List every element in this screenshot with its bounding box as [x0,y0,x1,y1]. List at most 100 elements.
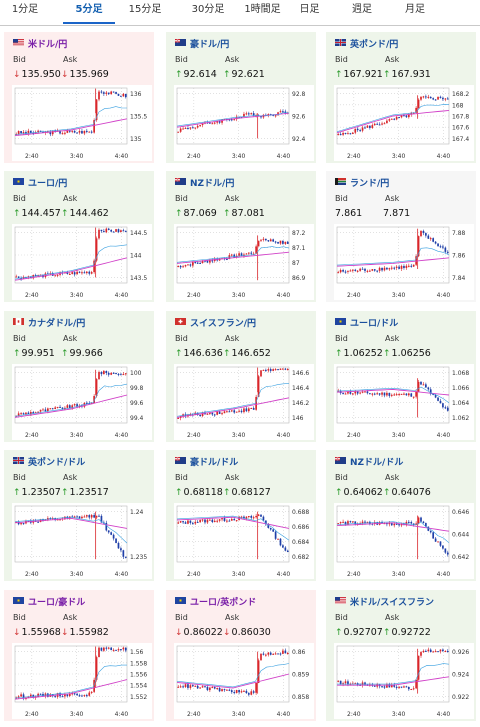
pair-title[interactable]: 豪ドル/円 [175,37,229,50]
pair-title[interactable]: カナダドル/円 [13,316,85,329]
candle [110,647,113,651]
currency-card[interactable]: ユーロ/豪ドル Bid Ask ↓1.55968 ↓1.55982 1.56 1.558 1.… [4,590,154,721]
tab-8[interactable]: 月足 [405,4,425,15]
candle [213,687,216,689]
pair-title[interactable]: ランド/円 [335,176,389,189]
chart-area[interactable]: 1.068 1.066 1.064 1.062 2:40 3:40 4:40 [334,364,474,440]
chart-area[interactable]: 146.6 146.4 146.2 146 2:40 3:40 4:40 [174,364,314,440]
moving-average-line [336,521,450,544]
candle [204,686,206,688]
candle [429,389,432,394]
y-tick-label: 87.2 [292,230,306,237]
candle [410,112,413,115]
candle [371,125,374,128]
pair-title[interactable]: ユーロ/豪ドル [13,595,85,608]
chart-area[interactable]: 0.926 0.924 0.922 2:40 3:40 4:40 [334,643,474,719]
tab-7[interactable]: 週足 [352,4,372,15]
pair-title[interactable]: 米ドル/スイスフラン [335,595,434,608]
currency-card[interactable]: カナダドル/円 Bid Ask ↑99.951 ↑99.966 100 99.8 99.6 99… [4,311,154,442]
currency-card[interactable]: ユーロ/英ポンド Bid Ask ↓0.86022 ↓0.86030 0.86 0.859 0… [166,590,316,721]
candle [73,130,76,133]
pair-title[interactable]: 豪ドル/ドル [175,455,238,468]
arrow-up-icon: ↑ [335,349,343,359]
currency-card[interactable]: ユーロ/円 Bid Ask ↑144.457 ↑144.462 144.5 144 143.5… [4,171,154,302]
currency-card[interactable]: NZドル/ドル Bid Ask ↑0.64062 ↑0.64076 0.646 0.644 0… [326,450,476,581]
currency-card[interactable]: 英ポンド/円 Bid Ask ↑167.921 ↑167.931 168.2 168 167.… [326,32,476,163]
currency-card[interactable]: ユーロ/ドル Bid Ask ↑1.06252 ↑1.06256 1.068 1.066 1.… [326,311,476,442]
chart-area[interactable]: 144.5 144 143.5 2:40 3:40 4:40 [12,224,152,300]
currency-card[interactable]: 米ドル/スイスフラン Bid Ask ↑0.92707 ↑0.92722 0.926 0.9… [326,590,476,721]
x-tick-label: 3:40 [70,292,84,299]
candle [233,518,236,521]
currency-card[interactable]: ランド/円 Bid Ask 7.861 7.871 7.88 7.86 7.84 2:40 3:4… [326,171,476,302]
pair-title[interactable]: ユーロ/円 [13,176,67,189]
candle [76,132,78,134]
candle [371,393,374,395]
candle [235,116,238,120]
candle [245,408,248,412]
price-chart: 168.2 168 167.8 167.6 167.4 2:40 3:40 4:40 [334,85,474,161]
price-chart: 136 135.5 135 2:40 3:40 4:40 [12,85,152,161]
ask-label: Ask [385,334,400,343]
chart-area[interactable]: 1.56 1.558 1.556 1.554 1.552 2:40 3:40 4:40 [12,643,152,719]
candle [425,96,427,98]
pair-title[interactable]: 英ポンド/ドル [13,455,85,468]
tab-5[interactable]: 1時間足 [244,4,281,15]
arrow-up-icon: ↑ [383,349,391,359]
chart-area[interactable]: 0.646 0.644 0.642 2:40 3:40 4:40 [334,503,474,579]
pair-title[interactable]: 英ポンド/円 [335,37,398,50]
ask-label: Ask [63,613,78,622]
currency-card[interactable]: 豪ドル/ドル Bid Ask ↑0.68118 ↑0.68127 0.688 0.686 0.… [166,450,316,581]
candle [120,649,122,651]
y-tick-label: 1.552 [130,694,147,701]
chart-area[interactable]: 0.86 0.859 0.858 2:40 3:40 4:40 [174,643,314,719]
chart-area[interactable]: 1.24 1.235 2:40 3:40 4:40 [12,503,152,579]
pair-title[interactable]: NZドル/円 [175,176,234,189]
currency-card[interactable]: 豪ドル/円 Bid Ask ↑92.614 ↑92.621 92.8 92.6 92.4 2:4… [166,32,316,163]
candle [64,694,66,697]
tab-4[interactable]: 30分足 [191,4,225,15]
x-tick-label: 4:40 [277,432,291,439]
chart-area[interactable]: 136 135.5 135 2:40 3:40 4:40 [12,85,152,161]
candle [103,647,105,651]
candle [272,653,275,655]
tab-3[interactable]: 15分足 [128,4,162,15]
currency-card[interactable]: NZドル/円 Bid Ask ↑87.069 ↑87.081 87.2 87.1 87 86.9… [166,171,316,302]
candle [255,246,257,254]
tab-1[interactable]: 1分足 [11,4,39,15]
y-tick-label: 0.924 [452,672,469,679]
chart-area[interactable]: 92.8 92.6 92.4 2:40 3:40 4:40 [174,85,314,161]
currency-card[interactable]: スイスフラン/円 Bid Ask ↑146.636 ↑146.652 146.6 146.4… [166,311,316,442]
tab-6[interactable]: 日足 [299,4,320,15]
arrow-up-icon: ↑ [335,488,343,498]
candle [189,685,192,688]
candle [444,247,447,252]
y-tick-label: 7.86 [452,253,466,260]
tab-2[interactable]: 5分足 [63,0,115,24]
pair-title[interactable]: ユーロ/ドル [335,316,398,329]
pair-title[interactable]: ユーロ/英ポンド [175,595,256,608]
candle [366,391,369,394]
candle [115,649,117,651]
pair-title[interactable]: 米ドル/円 [13,37,67,50]
chart-area[interactable]: 7.88 7.86 7.84 2:40 3:40 4:40 [334,224,474,300]
candle [373,685,376,687]
chart-area[interactable]: 87.2 87.1 87 86.9 2:40 3:40 4:40 [174,224,314,300]
candle [34,412,37,414]
candle [68,405,71,409]
arrow-up-icon: ↑ [223,488,231,498]
pair-title[interactable]: スイスフラン/円 [175,316,256,329]
currency-card[interactable]: 英ポンド/ドル Bid Ask ↑1.23507 ↑1.23517 1.24 1.235 2:… [4,450,154,581]
chart-area[interactable]: 100 99.8 99.6 99.4 2:40 3:40 4:40 [12,364,152,440]
bid-price: 0.64062 [343,487,383,498]
candle [376,123,379,125]
ask-value: ↓1.55982 [61,627,109,638]
currency-card[interactable]: 米ドル/円 Bid Ask ↓135.950 ↓135.969 136 135.5 135 2:… [4,32,154,163]
candle [407,393,410,396]
candle [422,650,425,653]
bid-value: ↑1.06252 [335,348,383,359]
pair-title[interactable]: NZドル/ドル [335,455,403,468]
pair-name: ユーロ/豪ドル [28,598,86,608]
chart-area[interactable]: 0.688 0.686 0.684 0.682 2:40 3:40 4:40 [174,503,314,579]
chart-area[interactable]: 168.2 168 167.8 167.6 167.4 2:40 3:40 4:40 [334,85,474,161]
